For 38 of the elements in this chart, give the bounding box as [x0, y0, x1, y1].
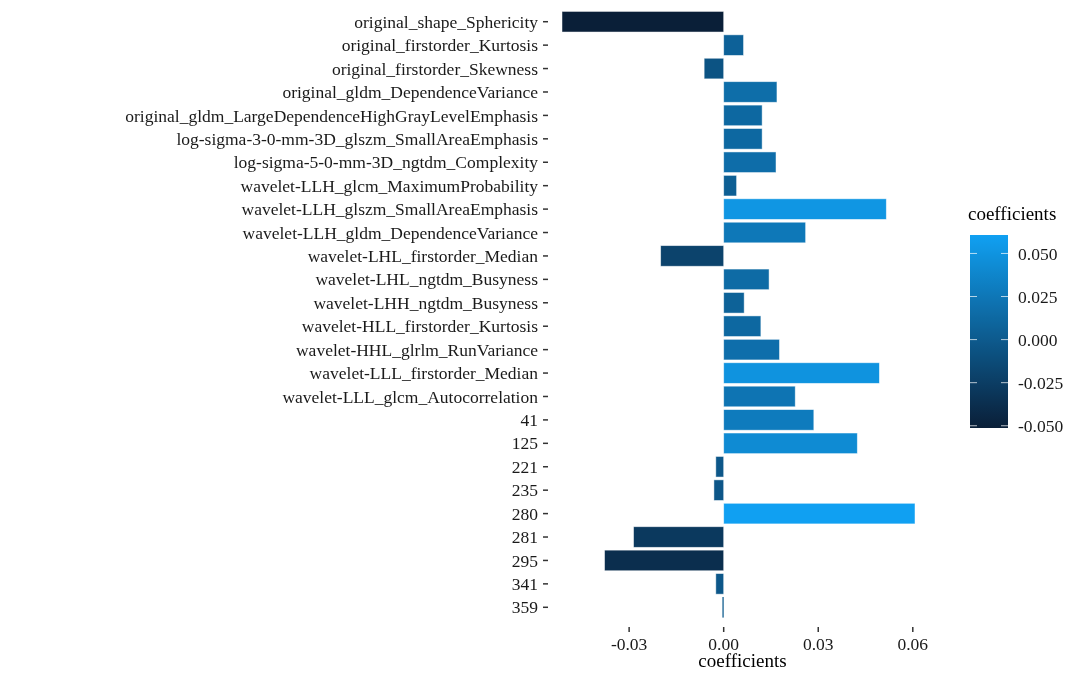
- y-tick-label: 280: [511, 503, 539, 524]
- y-tick-label: log-sigma-5-0-mm-3D_ngtdm_Complexity: [233, 152, 539, 173]
- y-tick-label: log-sigma-3-0-mm-3D_glszm_SmallAreaEmphasis: [176, 128, 539, 149]
- y-tick-label: 281: [511, 527, 538, 548]
- color-bar-label: -0.025: [1018, 372, 1064, 393]
- y-tick-label: original_shape_Sphericity: [354, 11, 539, 32]
- y-tick-label: 221: [511, 456, 538, 477]
- color-bar-label: 0.000: [1018, 329, 1058, 350]
- y-tick-label: wavelet-LHL_firstorder_Median: [307, 246, 539, 267]
- y-tick-label: 41: [520, 410, 538, 431]
- y-tick-label: original_firstorder_Kurtosis: [341, 35, 539, 56]
- y-tick-label: wavelet-HLL_firstorder_Kurtosis: [301, 316, 539, 337]
- y-tick-label: 295: [511, 550, 539, 571]
- y-tick-label: wavelet-LLL_firstorder_Median: [309, 363, 539, 384]
- bar: [723, 221, 807, 244]
- y-tick-label: wavelet-LLH_gldm_DependenceVariance: [242, 222, 539, 243]
- y-tick-label: wavelet-LLL_glcm_Autocorrelation: [282, 386, 539, 407]
- x-tick-label: 0.06: [897, 634, 929, 654]
- y-tick-label: 341: [511, 573, 538, 594]
- color-bar-label: 0.025: [1018, 286, 1058, 307]
- color-bar-label: -0.050: [1018, 415, 1064, 436]
- x-tick-label: -0.03: [610, 634, 648, 654]
- y-tick-label: wavelet-HHL_glrlm_RunVariance: [295, 339, 539, 360]
- y-tick-label: 125: [511, 433, 539, 454]
- x-tick-label: 0.03: [802, 634, 834, 654]
- color-bar-label: 0.050: [1018, 243, 1058, 264]
- y-tick-label: original_firstorder_Skewness: [331, 58, 539, 79]
- bar: [715, 573, 725, 595]
- y-tick-label: wavelet-LLH_glcm_MaximumProbability: [240, 175, 539, 196]
- y-tick-label: wavelet-LLH_glszm_SmallAreaEmphasis: [241, 199, 539, 220]
- bar: [723, 385, 796, 408]
- y-tick-label: 235: [511, 480, 539, 501]
- y-tick-label: original_gldm_LargeDependenceHighGrayLevelEmphasis: [125, 105, 539, 126]
- y-tick-label: original_gldm_DependenceVariance: [282, 82, 539, 103]
- color-bar-title: coefficients: [968, 203, 1057, 224]
- y-tick-label: wavelet-LHL_ngtdm_Busyness: [315, 269, 539, 290]
- y-tick-label: wavelet-LHH_ngtdm_Busyness: [313, 292, 539, 313]
- y-tick-label: 359: [511, 597, 539, 618]
